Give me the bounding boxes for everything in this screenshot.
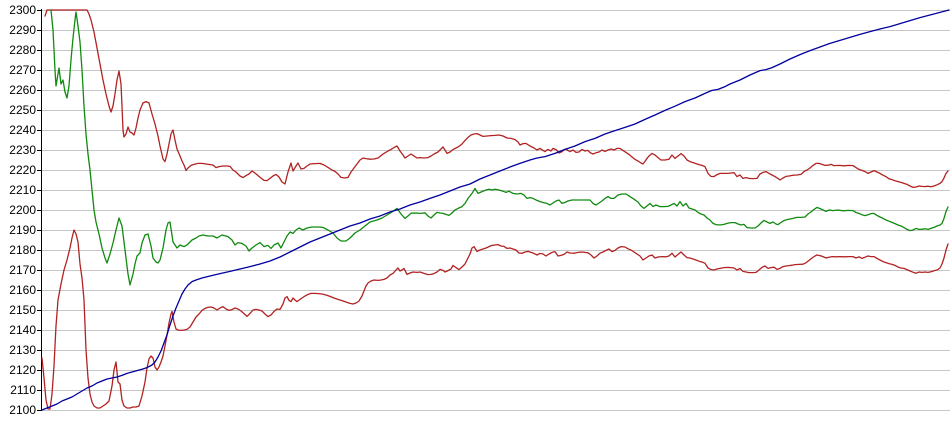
y-axis-label: 2280 (9, 43, 36, 57)
y-axis-label: 2210 (9, 183, 36, 197)
y-axis-label: 2300 (9, 3, 36, 17)
y-axis-label: 2190 (9, 223, 36, 237)
series-lower-red-band (41, 229, 949, 410)
y-axis-label: 2140 (9, 323, 36, 337)
y-axis-label: 2110 (10, 383, 36, 397)
y-axis-label: 2130 (9, 343, 36, 357)
y-axis-label: 2200 (9, 203, 36, 217)
y-axis-label: 2170 (9, 263, 36, 277)
y-axis-label: 2240 (9, 123, 36, 137)
y-axis-label: 2220 (9, 163, 36, 177)
y-axis-label: 2290 (9, 23, 36, 37)
y-axis-label: 2150 (9, 303, 36, 317)
y-axis-label: 2120 (9, 363, 36, 377)
y-axis-label: 2270 (9, 63, 36, 77)
y-axis-label: 2250 (9, 103, 36, 117)
y-axis-label: 2230 (9, 143, 36, 157)
y-axis-label: 2100 (9, 403, 36, 417)
series-green-middle-line (50, 9, 949, 286)
y-axis-label: 2160 (9, 283, 36, 297)
series-upper-red-band (44, 9, 949, 189)
y-axis-label: 2260 (9, 83, 36, 97)
y-axis-label: 2180 (9, 243, 36, 257)
series-blue-rising-line (41, 9, 950, 411)
